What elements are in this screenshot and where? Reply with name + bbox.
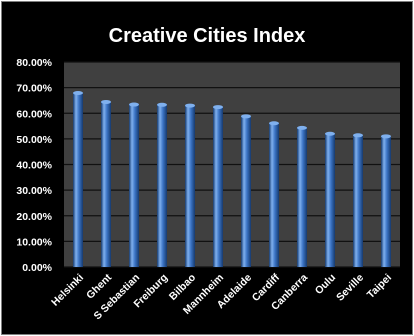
bar [269,123,279,268]
y-tick-label: 30.00% [16,185,52,197]
bar [129,104,139,267]
bar-top [185,103,195,108]
bar-top [157,102,167,107]
bar [185,105,195,267]
x-tick-label: Taipei [365,272,394,301]
y-tick-label: 10.00% [16,236,52,248]
chart-title: Creative Cities Index [108,25,306,47]
bar-top [353,133,363,138]
bar-top [213,105,223,110]
bar [101,101,111,267]
bar [325,133,335,267]
bar [157,104,167,267]
bar [353,135,363,267]
bar [213,107,223,267]
bar [73,93,83,267]
y-tick-label: 0.00% [22,262,52,274]
y-tick-label: 60.00% [16,108,52,120]
x-tick-label: Oulu [313,272,338,297]
bar-top [241,114,251,119]
bar-top [73,91,83,96]
gridlines [64,61,400,268]
y-tick-label: 20.00% [16,211,52,223]
bar [297,127,307,267]
bar-top [325,131,335,136]
x-tick-label: Seville [334,272,366,304]
y-tick-label: 50.00% [16,134,52,146]
bar-top [297,125,307,130]
bar-top [381,134,391,139]
y-tick-label: 70.00% [16,83,52,95]
y-tick-label: 40.00% [16,160,52,172]
bar [241,116,251,267]
y-tick-label: 80.00% [16,57,52,69]
bar-top [101,99,111,104]
y-axis-ticks: 0.00% 10.00% 20.00% 30.00% 40.00% 50.00% 60.00… [16,57,52,274]
bar-top [269,121,279,126]
x-tick-label: Helsinki [49,272,86,309]
bars [73,91,391,268]
bar-top [129,102,139,107]
bar [381,136,391,267]
